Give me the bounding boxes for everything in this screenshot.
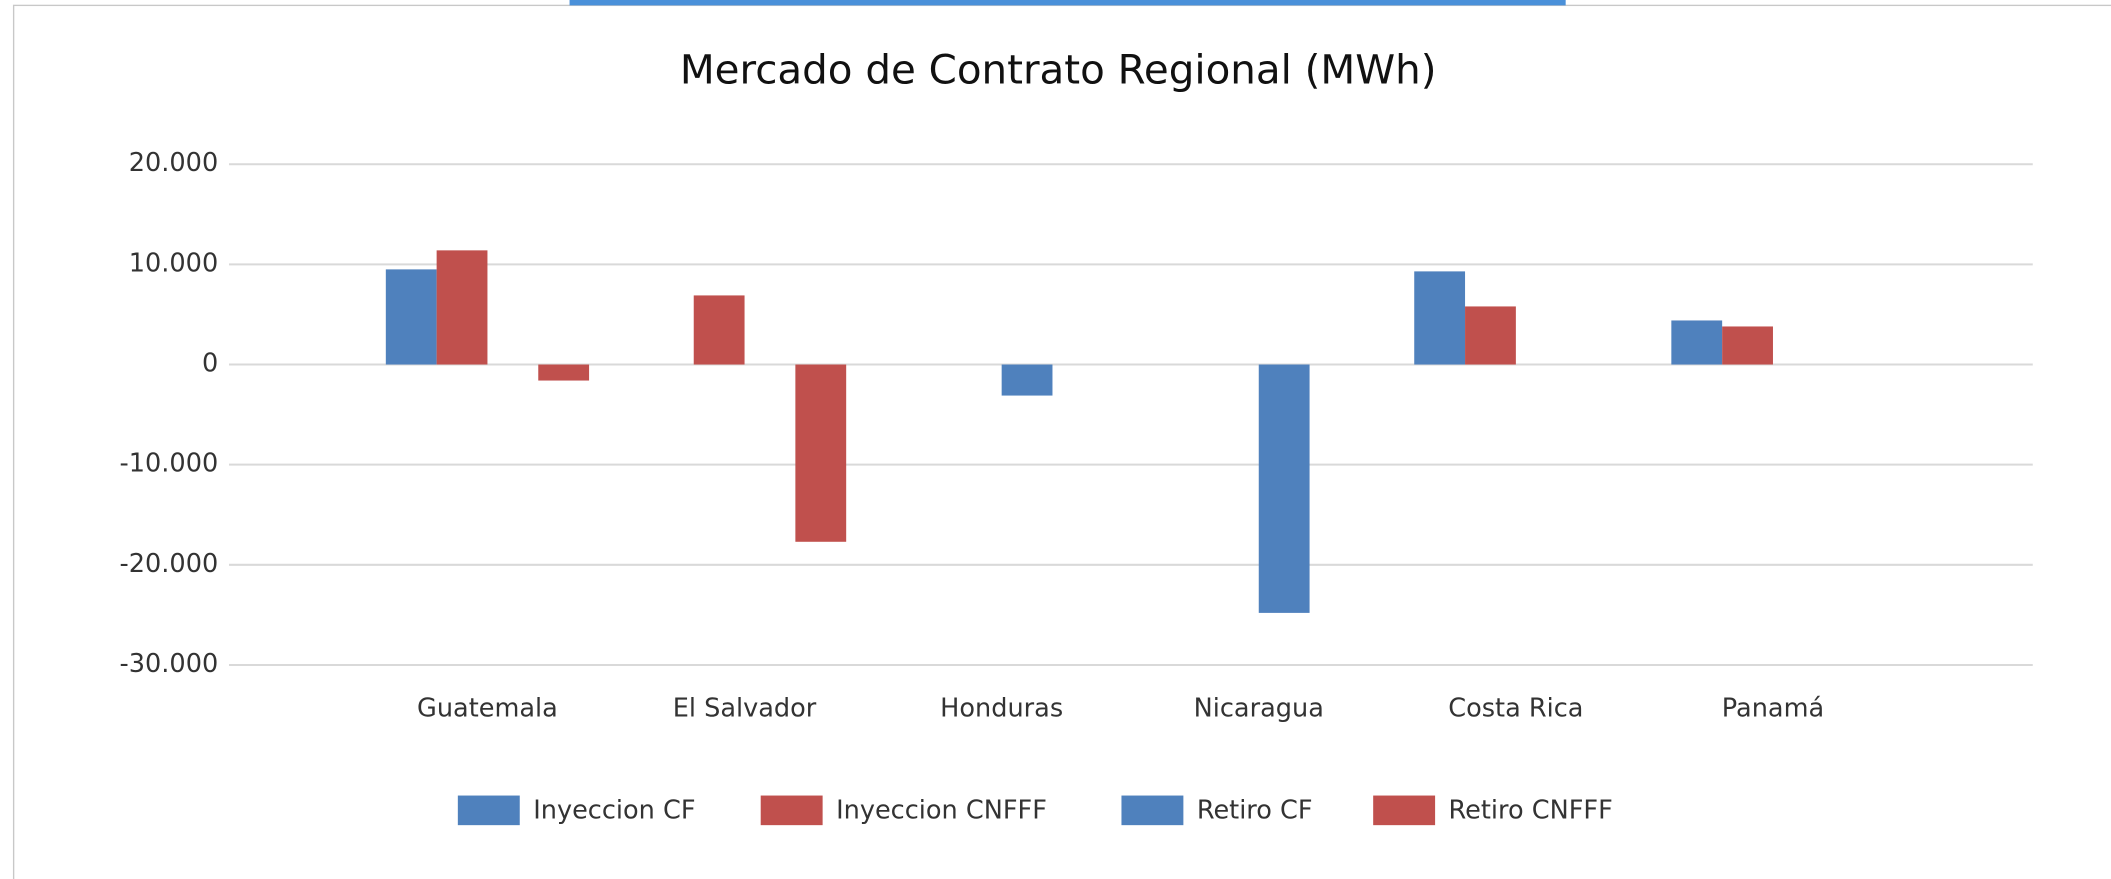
y-tick-label: -20.000 [120,549,219,579]
legend-label: Retiro CNFFF [1449,796,1613,826]
x-tick-label: Honduras [940,693,1063,723]
x-tick-label: Panamá [1722,693,1824,723]
bar [1414,271,1466,365]
x-tick-label: El Salvador [673,693,817,723]
bar [436,250,488,365]
bar [385,269,437,365]
legend-swatch [457,795,520,826]
x-tick-label: Costa Rica [1448,693,1583,723]
bar [693,295,745,365]
legend-swatch [760,795,823,826]
selection-bar [569,0,1566,6]
y-tick-label: -30.000 [120,649,219,679]
y-tick-label: 10.000 [129,248,218,278]
chart-title: Mercado de Contrato Regional (MWh) [680,47,1437,94]
x-tick-label: Nicaragua [1194,693,1324,723]
y-tick-label: -10.000 [120,449,219,479]
legend-swatch [1373,795,1436,826]
y-tick-label: 20.000 [129,148,218,178]
bar [795,364,847,542]
legend-label: Inyeccion CF [533,796,695,826]
bar [1465,306,1516,365]
legend-swatch [1121,795,1184,826]
bar [1258,364,1310,613]
bar [1001,364,1053,396]
legend-label: Retiro CF [1197,796,1313,826]
x-tick-label: Guatemala [417,693,558,723]
bar [1722,326,1773,365]
bar [538,364,590,381]
y-tick-label: 0 [202,349,218,379]
legend-label: Inyeccion CNFFF [836,796,1047,826]
bar [1671,320,1723,365]
